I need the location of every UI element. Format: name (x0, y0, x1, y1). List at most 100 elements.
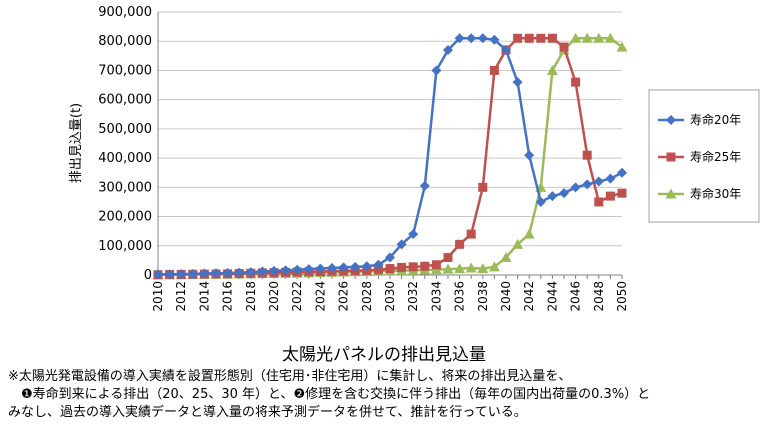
data-point (605, 191, 615, 201)
y-tick-label: 0 (144, 268, 152, 283)
data-point (512, 77, 523, 88)
data-point (420, 261, 430, 271)
data-point (559, 188, 569, 199)
data-point (385, 252, 395, 263)
data-point (431, 65, 442, 76)
y-tick-label: 600,000 (98, 93, 152, 108)
data-point (327, 262, 337, 273)
y-axis-ticks: 0 100,000 200,000 300,000 400,000 500,000 600,… (98, 5, 152, 283)
data-point (443, 252, 453, 262)
data-point (454, 263, 466, 274)
data-point (535, 196, 546, 207)
data-point (176, 269, 187, 280)
series-3 (152, 32, 628, 280)
x-tick-label: 2042 (522, 281, 536, 312)
x-tick-label: 2048 (592, 281, 606, 312)
legend-marker (666, 115, 676, 125)
x-tick-label: 2024 (313, 281, 327, 312)
x-tick-label: 2026 (337, 281, 351, 312)
data-point (396, 239, 407, 250)
x-tick-label: 2018 (244, 281, 258, 312)
data-point (454, 33, 465, 44)
legend-marker (666, 152, 676, 162)
series-lines (152, 32, 628, 280)
x-tick-label: 2028 (360, 281, 374, 312)
data-point (442, 263, 454, 274)
data-point (303, 264, 314, 275)
data-point (617, 167, 627, 178)
data-point (488, 261, 500, 272)
data-point (581, 32, 593, 43)
y-tick-label: 500,000 (98, 122, 152, 137)
x-tick-label: 2036 (453, 281, 467, 312)
data-point (361, 261, 372, 272)
data-point (536, 33, 546, 43)
data-point (604, 32, 616, 43)
data-point (269, 265, 279, 276)
chart-title: 太陽光パネルの排出見込量 (282, 345, 486, 365)
data-point (245, 267, 256, 278)
data-point (199, 268, 210, 279)
x-tick-label: 2032 (406, 281, 420, 312)
data-point (187, 268, 198, 279)
y-axis-label: 排出見込量(t) (69, 103, 84, 183)
x-tick-label: 2014 (197, 281, 211, 312)
x-tick-label: 2020 (267, 281, 281, 312)
data-point (617, 188, 627, 198)
data-point (524, 33, 534, 43)
footnote: ※太陽光発電設備の導入実績を設置形態別（住宅用･非住宅用）に集計し、将来の排出見… (8, 368, 764, 422)
x-axis-ticks: 2010 2012 2014 2016 2018 2020 2022 2024 2026 2028… (151, 281, 629, 312)
data-point (466, 33, 477, 44)
data-point (571, 77, 581, 87)
data-point (570, 32, 582, 43)
x-tick-label: 2016 (221, 281, 235, 312)
axes (157, 12, 623, 279)
x-tick-label: 2044 (545, 281, 559, 312)
y-tick-label: 200,000 (98, 210, 152, 225)
data-point (593, 176, 604, 187)
data-point (350, 261, 361, 272)
data-point (385, 264, 395, 274)
legend-label: 寿命30年 (690, 186, 741, 201)
data-point (465, 262, 477, 273)
y-tick-label: 300,000 (98, 180, 152, 195)
y-tick-label: 700,000 (98, 63, 152, 78)
data-point (489, 34, 500, 45)
x-tick-label: 2010 (151, 281, 165, 312)
data-point (408, 262, 418, 272)
data-point (582, 150, 592, 160)
footnote-line-2: ❶寿命到来による排出（20、25、30 年）と、❷修理を含む交換に伴う排出（毎年… (8, 387, 651, 402)
data-point (211, 268, 221, 279)
data-point (338, 262, 349, 273)
data-point (512, 238, 524, 249)
x-tick-label: 2022 (290, 281, 304, 312)
data-point (605, 173, 616, 184)
data-point (594, 197, 604, 207)
data-point (315, 263, 326, 274)
x-tick-label: 2050 (615, 281, 629, 312)
footnote-line-1: ※太陽光発電設備の導入実績を設置形態別（住宅用･非住宅用）に集計し、将来の排出見… (8, 369, 572, 384)
data-point (523, 228, 535, 239)
data-point (431, 260, 441, 270)
x-tick-label: 2030 (383, 281, 397, 312)
data-point (500, 251, 512, 262)
data-point (513, 33, 523, 43)
data-point (280, 265, 291, 276)
data-point (478, 182, 488, 192)
data-point (547, 33, 557, 43)
gridlines (158, 11, 622, 247)
y-tick-label: 400,000 (98, 151, 152, 166)
footnote-line-3: みなし、過去の導入実績データと導入量の将来予測データを併せて、推計を行っている。 (8, 405, 527, 420)
legend-marker (665, 188, 677, 199)
y-tick-label: 900,000 (98, 5, 152, 20)
data-point (477, 263, 489, 274)
data-point (546, 64, 558, 75)
data-point (547, 191, 558, 202)
data-point (559, 42, 569, 52)
data-point (257, 266, 268, 277)
y-tick-label: 100,000 (98, 239, 152, 254)
data-point (419, 180, 430, 191)
data-point (582, 179, 593, 190)
x-tick-label: 2038 (476, 281, 490, 312)
